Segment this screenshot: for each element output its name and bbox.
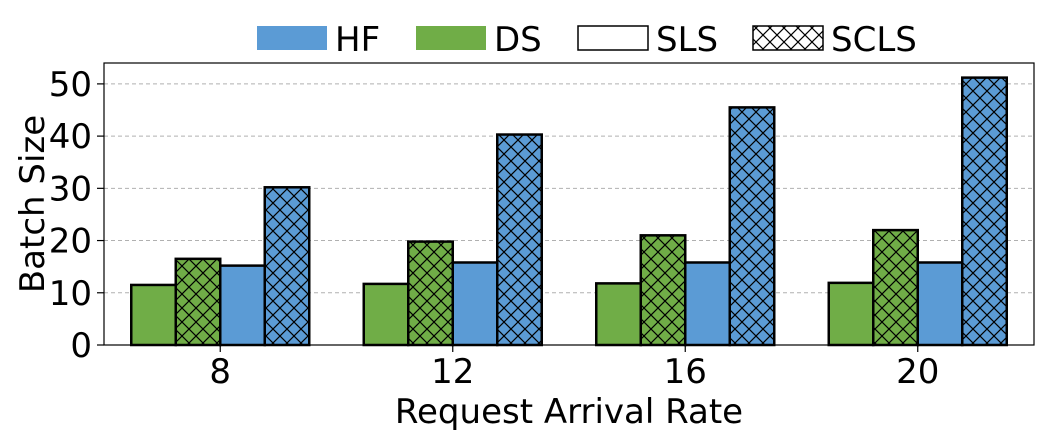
x-tick-label: 20 [896,352,939,392]
bar [916,261,964,347]
x-axis-ticks: 8 12 16 20 [209,345,939,392]
bar [362,282,410,347]
x-tick-label: 8 [209,352,231,392]
y-tick-label: 30 [49,169,92,209]
y-tick-label: 20 [49,222,92,262]
bar [827,281,875,347]
bar [728,106,776,347]
bar [219,264,266,347]
legend-label: DS [494,20,542,60]
legend: HF DS SLS SCLS [257,20,917,60]
legend-swatch [577,25,649,51]
legend-label: HF [335,20,380,60]
legend-label: SLS [656,20,718,60]
legend-swatch [257,26,327,50]
bar [263,186,311,347]
y-tick-label: 0 [70,326,92,366]
bar [174,257,222,347]
legend-swatch [752,25,824,51]
legend-label: SCLS [831,20,917,60]
bar [496,133,543,347]
y-axis-title: Batch Size [13,115,53,293]
y-tick-label: 50 [49,65,92,105]
x-tick-label: 12 [431,352,474,392]
bar [639,234,687,347]
bar [961,76,1008,347]
legend-swatch [416,26,486,50]
bar [872,228,919,347]
bar [595,282,642,347]
plot-frame [103,62,1035,346]
y-tick-label: 10 [49,274,92,314]
bar [684,261,731,347]
bar [407,240,454,347]
y-tick-label: 40 [49,117,92,157]
bar [451,261,499,347]
x-tick-label: 16 [664,352,707,392]
bars-group [130,76,1008,347]
x-axis-title: Request Arrival Rate [395,392,743,432]
bar [130,283,177,347]
y-axis-ticks: 0 10 20 30 40 50 [49,65,104,366]
